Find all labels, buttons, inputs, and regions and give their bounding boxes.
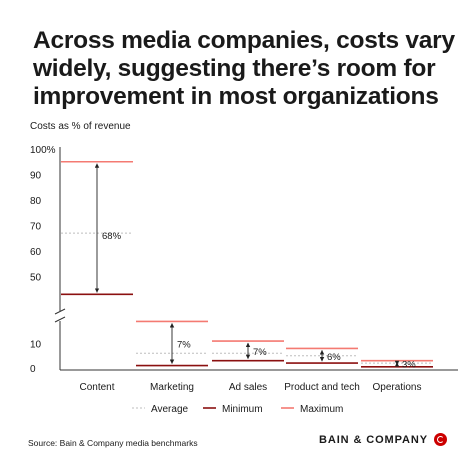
x-tick-label: Marketing (150, 382, 194, 393)
range-label: 6% (327, 352, 341, 363)
bain-circle-logo-icon (433, 433, 447, 446)
y-tick-label: 100% (30, 145, 56, 156)
y-tick-label: 0 (30, 364, 36, 375)
y-tick-label: 60 (30, 247, 42, 258)
legend-label: Average (151, 404, 189, 415)
x-tick-label: Ad sales (229, 382, 267, 393)
brand-name: BAIN & COMPANY (319, 433, 428, 446)
source-note: Source: Bain & Company media benchmarks (28, 438, 198, 448)
range-label: 68% (102, 231, 122, 242)
axis-break-mark (54, 316, 66, 323)
range-label: 3% (402, 360, 416, 371)
y-tick-label: 90 (30, 171, 42, 182)
chart-title: Across media companies, costs vary widel… (33, 27, 469, 111)
y-axis-title: Costs as % of revenue (30, 121, 131, 132)
range-label: 7% (177, 340, 191, 351)
title-line: Across media companies, costs vary (33, 27, 455, 54)
legend-label: Minimum (222, 404, 263, 415)
x-tick-label: Operations (373, 382, 422, 393)
y-tick-label: 10 (30, 340, 42, 351)
axis-break-mark (54, 308, 66, 315)
x-tick-label: Product and tech (284, 382, 360, 393)
legend-label: Maximum (300, 404, 343, 415)
title-line: widely, suggesting there’s room for (33, 55, 436, 82)
range-label: 7% (253, 347, 267, 358)
y-tick-label: 80 (30, 196, 42, 207)
x-tick-label: Content (79, 382, 114, 393)
y-tick-label: 50 (30, 273, 42, 284)
brand-logo: BAIN & COMPANY (319, 433, 447, 446)
y-tick-label: 70 (30, 222, 42, 233)
title-line: improvement in most organizations (33, 83, 439, 110)
